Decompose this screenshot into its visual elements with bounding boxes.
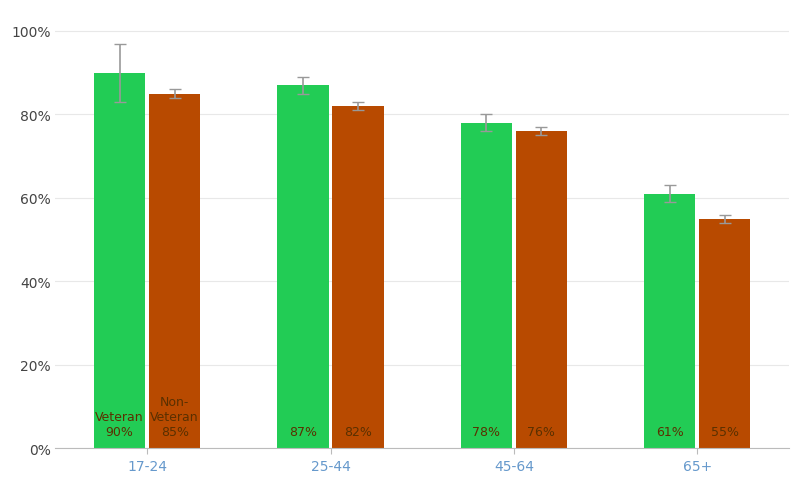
Bar <box>516 132 567 449</box>
Text: 61%: 61% <box>656 425 683 438</box>
Bar <box>278 86 329 449</box>
Text: 87%: 87% <box>289 425 317 438</box>
Text: 55%: 55% <box>710 425 738 438</box>
Bar <box>644 195 695 449</box>
Text: 78%: 78% <box>472 425 500 438</box>
Bar <box>332 107 384 449</box>
Bar <box>699 219 750 449</box>
Bar <box>149 94 200 449</box>
Text: 82%: 82% <box>344 425 372 438</box>
Text: 76%: 76% <box>527 425 555 438</box>
Text: Veteran
90%: Veteran 90% <box>95 410 144 438</box>
Bar <box>461 123 512 449</box>
Bar <box>94 74 146 449</box>
Text: Non-
Veteran
85%: Non- Veteran 85% <box>150 395 199 438</box>
